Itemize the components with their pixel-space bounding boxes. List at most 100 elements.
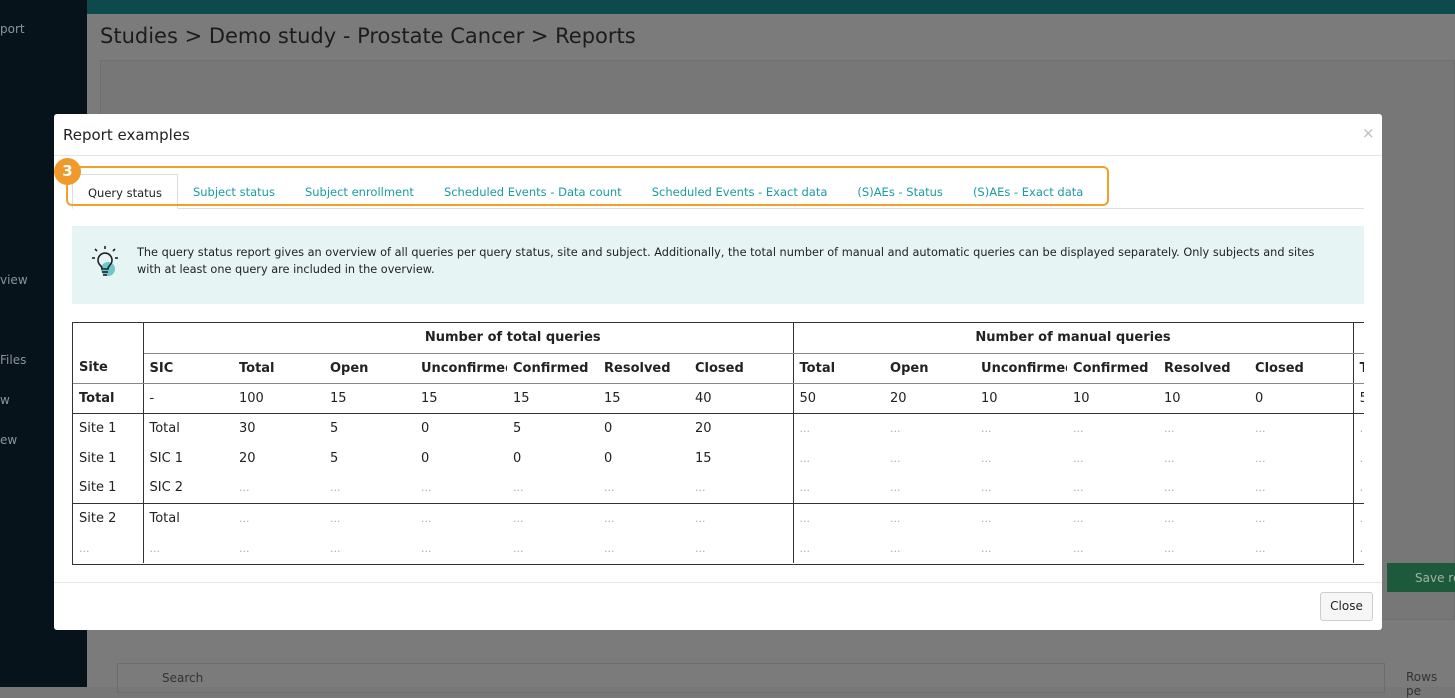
- table-cell: ...: [421, 511, 432, 525]
- table-cell: 15: [415, 383, 507, 414]
- column-header: Site: [73, 353, 144, 384]
- tab[interactable]: Query status: [72, 174, 178, 209]
- breadcrumb: Studies > Demo study - Prostate Cancer >…: [100, 24, 636, 48]
- table-cell: 40: [689, 383, 794, 414]
- table-row: Site 1 Total 30 5 0 5 0 20....................: [73, 413, 1364, 443]
- highlight-frame: [66, 166, 1109, 206]
- table-cell: Site 1: [73, 473, 144, 504]
- column-header: Closed: [1249, 353, 1354, 384]
- table-cell: 30: [239, 420, 256, 436]
- step-badge: 3: [54, 158, 81, 185]
- table-cell: ..: [1353, 473, 1364, 504]
- tab[interactable]: (S)AEs - Status: [857, 185, 943, 199]
- table-cell: 15: [324, 383, 415, 414]
- tab[interactable]: Scheduled Events - Data count: [443, 185, 622, 199]
- table-cell: 0: [421, 450, 430, 466]
- column-header: Resolved: [1158, 353, 1250, 384]
- table-cell: ...: [233, 473, 324, 504]
- tab[interactable]: Scheduled Events - Exact data: [651, 185, 828, 199]
- table-cell: ...: [1158, 473, 1250, 504]
- modal: Report examples × Query status Subject st…: [54, 114, 1382, 630]
- table-cell: ...: [415, 473, 507, 504]
- table-cell: ...: [981, 541, 992, 555]
- report-table: Number of total queries Number of manual …: [73, 323, 1364, 563]
- table-cell: ...: [598, 473, 689, 504]
- table-cell: ...: [1164, 451, 1175, 465]
- table-cell: ...: [981, 421, 992, 435]
- table-cell: 20: [884, 383, 976, 414]
- column-header: Total: [793, 353, 885, 384]
- table-cell: 0: [604, 420, 613, 436]
- tab-line: [72, 208, 1364, 209]
- close-button[interactable]: Close: [1320, 592, 1373, 621]
- divider: [54, 582, 1382, 583]
- table-cell: ...: [689, 473, 794, 504]
- table-row: Site 2 Total.............................…: [73, 503, 1364, 533]
- tab[interactable]: Subject enrollment: [304, 185, 414, 199]
- table-cell: -: [143, 383, 233, 414]
- table-cell: 50: [793, 383, 885, 414]
- table-cell: ...: [793, 473, 885, 504]
- table-cell: Site 2: [73, 503, 144, 533]
- column-header: Closed: [689, 353, 794, 384]
- table-cell: ...: [1164, 541, 1175, 555]
- table-cell: ...: [1249, 413, 1354, 443]
- table-cell: ...: [981, 451, 992, 465]
- table-cell: ...: [890, 511, 901, 525]
- table-cell: ...: [1164, 421, 1175, 435]
- rows-label: Rows pe: [1406, 670, 1438, 698]
- table-cell: ...: [884, 473, 976, 504]
- table-cell: ...: [1249, 533, 1354, 563]
- table-cell: 5: [513, 420, 522, 436]
- table-cell: ...: [1073, 451, 1084, 465]
- table-cell: 100: [233, 383, 324, 414]
- column-header: Confirmed: [1067, 353, 1159, 384]
- column-header: T: [1353, 353, 1364, 384]
- table-cell: ...: [421, 541, 432, 555]
- column-header: Open: [324, 353, 415, 384]
- table-wrap: Number of total queries Number of manual …: [72, 322, 1364, 565]
- table-cell: ..: [1359, 511, 1364, 525]
- table-cell: ...: [799, 421, 811, 435]
- table-cell: Total: [73, 383, 144, 414]
- table-cell: ...: [604, 511, 615, 525]
- table-cell: 0: [513, 450, 522, 466]
- table-cell: ...: [1249, 473, 1354, 504]
- info-box: The query status report gives an overvie…: [72, 226, 1364, 304]
- header-cell: [1353, 323, 1364, 354]
- table-cell: ...: [799, 511, 811, 525]
- tab[interactable]: Subject status: [192, 185, 275, 199]
- bulb-icon: [92, 246, 118, 276]
- table-cell: ...: [73, 533, 144, 563]
- sidebar-item: ew: [0, 433, 18, 447]
- sidebar-item: Files: [0, 353, 27, 367]
- header-row: Site SIC Total Open Unconfirmed Confirmed Reso…: [73, 353, 1364, 384]
- table-cell: 5: [1353, 383, 1364, 414]
- table-cell: ...: [890, 541, 901, 555]
- search-field: Search: [117, 663, 1385, 693]
- table-row: Site 1 SIC 2.............................…: [73, 473, 1364, 504]
- table-cell: Total: [149, 510, 180, 526]
- table-cell: 0: [1249, 383, 1354, 414]
- table-cell: 10: [975, 383, 1068, 414]
- tab[interactable]: (S)AEs - Exact data: [972, 185, 1084, 199]
- table-cell: ...: [799, 541, 811, 555]
- column-header: Open: [884, 353, 976, 384]
- table-cell: 20: [239, 450, 256, 466]
- table-cell: ...: [239, 511, 250, 525]
- table-cell: ...: [1164, 511, 1175, 525]
- table-cell: ...: [1073, 421, 1084, 435]
- close-icon[interactable]: ×: [1362, 124, 1375, 142]
- top-bar: [87, 0, 1455, 14]
- group-header: Number of total queries: [233, 323, 794, 354]
- column-header: SIC: [143, 353, 233, 384]
- table-cell: ..: [1359, 421, 1364, 435]
- table-cell: ..: [1359, 451, 1364, 465]
- group-header: Number of manual queries: [793, 323, 1354, 354]
- sidebar-item: w: [0, 393, 10, 407]
- table-cell: 10: [1067, 383, 1159, 414]
- table-cell: SIC 2: [143, 473, 233, 504]
- table-row: Site 1 SIC 1 20 5 0 0 0 15....................: [73, 443, 1364, 473]
- table-cell: Site 1: [73, 443, 144, 473]
- table-cell: 20: [689, 413, 794, 443]
